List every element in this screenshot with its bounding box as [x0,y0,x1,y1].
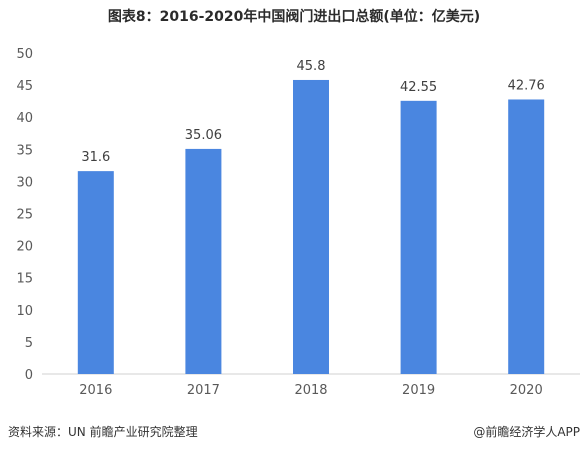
bar-2019 [400,100,437,374]
chart-title: 图表8：2016-2020年中国阀门进出口总额(单位：亿美元) [107,9,481,25]
source-note: 资料来源：UN 前瞻产业研究院整理 [8,425,198,439]
y-tick-label: 20 [16,240,33,255]
value-label-2020: 42.76 [508,78,545,93]
y-tick-label: 15 [16,272,33,287]
y-tick-label: 50 [16,47,33,62]
y-tick-label: 10 [16,304,33,319]
y-tick-label: 35 [16,143,33,158]
bar-2020 [508,99,545,374]
credit-note: @前瞻经济学人APP [473,425,580,439]
y-tick-label: 30 [16,175,33,190]
bar-2016 [77,171,114,374]
y-tick-label: 5 [25,336,33,351]
x-tick-label-2018: 2018 [294,383,327,398]
y-tick-label: 45 [16,79,33,94]
bar-2018 [293,79,329,375]
value-label-2019: 42.55 [400,80,437,95]
x-axis: 2016 2017 2018 2019 2020 [42,373,580,398]
value-label-2016: 31.6 [81,150,110,165]
y-tick-label: 40 [16,111,33,126]
value-label-2018: 45.8 [297,59,326,74]
value-label-2017: 35.06 [185,128,222,143]
y-axis: 0 5 10 15 20 25 30 35 40 45 50 [16,47,33,383]
y-tick-label: 25 [16,208,33,223]
x-tick-label-2017: 2017 [187,383,220,398]
bars [77,79,545,375]
x-tick-label-2016: 2016 [79,383,112,398]
value-labels: 31.6 35.06 45.8 42.55 42.76 [81,59,544,165]
x-tick-label-2019: 2019 [402,383,435,398]
x-tick-label-2020: 2020 [510,383,543,398]
bar-2017 [185,148,222,374]
y-tick-label: 0 [25,368,33,383]
